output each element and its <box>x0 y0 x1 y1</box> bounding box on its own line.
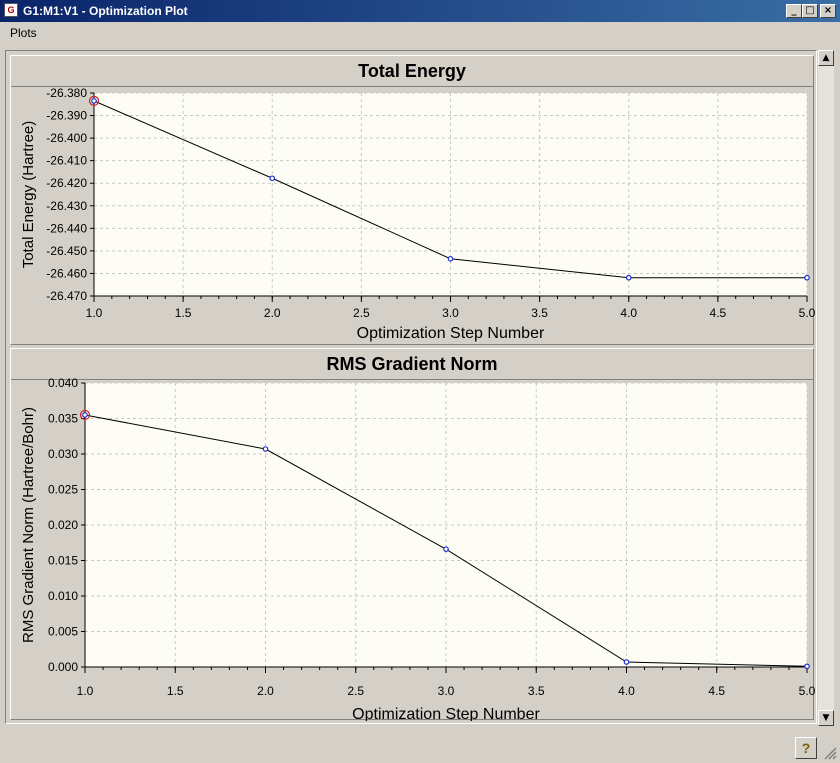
plot-area: Total Energy 1.0 1.5 2.0 2.5 3.0 3.5 4.0 4.5 5.0… <box>5 50 817 724</box>
x-tick-label: 4.5 <box>710 306 727 320</box>
y-tick-label: 0.035 <box>48 412 78 426</box>
y-axis-label: Total Energy (Hartree) <box>20 121 37 269</box>
x-axis-label: Optimization Step Number <box>352 706 540 721</box>
y-tick-label: -26.470 <box>46 289 87 303</box>
minimize-button[interactable]: _ <box>786 4 802 18</box>
x-tick-label: 2.0 <box>264 306 281 320</box>
maximize-button[interactable]: □ <box>802 4 818 18</box>
arrow-down-icon[interactable]: ▼ <box>818 710 834 726</box>
data-point <box>443 546 449 552</box>
x-tick-label: 1.0 <box>77 684 94 698</box>
data-point <box>91 98 97 104</box>
y-tick-label: 0.000 <box>48 660 78 674</box>
chart-title: Total Energy <box>11 56 813 87</box>
x-tick-label: 3.5 <box>531 306 548 320</box>
y-tick-label: 0.015 <box>48 554 78 568</box>
x-tick-label: 2.0 <box>257 684 274 698</box>
total-energy-chart: 1.0 1.5 2.0 2.5 3.0 3.5 4.0 4.5 5.0 -26.380 -26.39… <box>20 86 815 342</box>
x-tick-label: 1.5 <box>175 306 192 320</box>
x-tick-label: 5.0 <box>799 306 815 320</box>
selected-point-marker <box>88 95 100 106</box>
rms-gradient-panel: RMS Gradient Norm 1.0 1.5 2.0 2.5 3.0 3.5 4.0 4… <box>10 348 815 721</box>
x-tick-label: 1.5 <box>167 684 184 698</box>
x-tick-label: 2.5 <box>347 684 364 698</box>
y-tick-label: -26.430 <box>46 199 87 213</box>
chart-title: RMS Gradient Norm <box>11 349 813 380</box>
y-tick-label: -26.410 <box>46 154 87 168</box>
y-tick-label: -26.390 <box>46 109 87 123</box>
y-axis-label: RMS Gradient Norm (Hartree/Bohr) <box>20 407 37 643</box>
y-tick-label: 0.005 <box>48 625 78 639</box>
title-bar: G G1:M1:V1 - Optimization Plot _ □ × <box>0 0 840 22</box>
status-bar <box>0 728 840 763</box>
y-tick-label: -26.400 <box>46 131 87 145</box>
resize-grip-icon[interactable] <box>823 746 837 760</box>
arrow-up-icon[interactable]: ▲ <box>818 50 834 66</box>
x-tick-label: 5.0 <box>799 684 815 698</box>
y-tick-label: 0.020 <box>48 518 78 532</box>
x-tick-label: 3.0 <box>438 684 455 698</box>
menu-plots[interactable]: Plots <box>10 26 37 40</box>
x-tick-label: 2.5 <box>353 306 370 320</box>
x-tick-label: 4.0 <box>620 306 637 320</box>
data-point <box>82 412 88 418</box>
y-tick-label: 0.025 <box>48 483 78 497</box>
y-tick-label: 0.040 <box>48 376 78 390</box>
total-energy-panel: Total Energy 1.0 1.5 2.0 2.5 3.0 3.5 4.0 4.5 5.0… <box>10 55 815 345</box>
x-tick-label: 4.0 <box>618 684 635 698</box>
rms-gradient-chart: 1.0 1.5 2.0 2.5 3.0 3.5 4.0 4.5 5.0 0.040 0.035 0.0… <box>20 376 815 721</box>
window-title: G1:M1:V1 - Optimization Plot <box>23 4 188 18</box>
data-point <box>804 663 810 670</box>
vertical-scrollbar[interactable]: ▲ ▼ <box>818 50 834 726</box>
x-axis-label: Optimization Step Number <box>357 325 545 342</box>
close-button[interactable]: × <box>820 4 836 18</box>
data-point <box>262 446 269 452</box>
x-tick-label: 3.5 <box>528 684 545 698</box>
help-icon[interactable]: ? <box>795 737 817 759</box>
data-point <box>804 274 810 281</box>
data-point <box>269 175 276 182</box>
menu-bar: Plots <box>0 22 840 44</box>
x-tick-label: 3.0 <box>442 306 459 320</box>
y-tick-label: -26.440 <box>46 221 87 235</box>
y-tick-label: 0.030 <box>48 447 78 461</box>
y-tick-label: -26.380 <box>46 86 87 100</box>
y-tick-label: -26.450 <box>46 244 87 258</box>
y-tick-label: -26.460 <box>46 266 87 280</box>
selected-point-marker <box>79 409 91 421</box>
y-tick-label: -26.420 <box>46 176 87 190</box>
y-tick-label: 0.010 <box>48 589 78 603</box>
data-point <box>625 274 632 281</box>
gaussview-app-icon[interactable]: G <box>4 3 18 17</box>
data-point <box>623 659 630 665</box>
x-tick-label: 1.0 <box>86 306 103 320</box>
data-point <box>447 255 454 262</box>
x-tick-label: 4.5 <box>708 684 725 698</box>
